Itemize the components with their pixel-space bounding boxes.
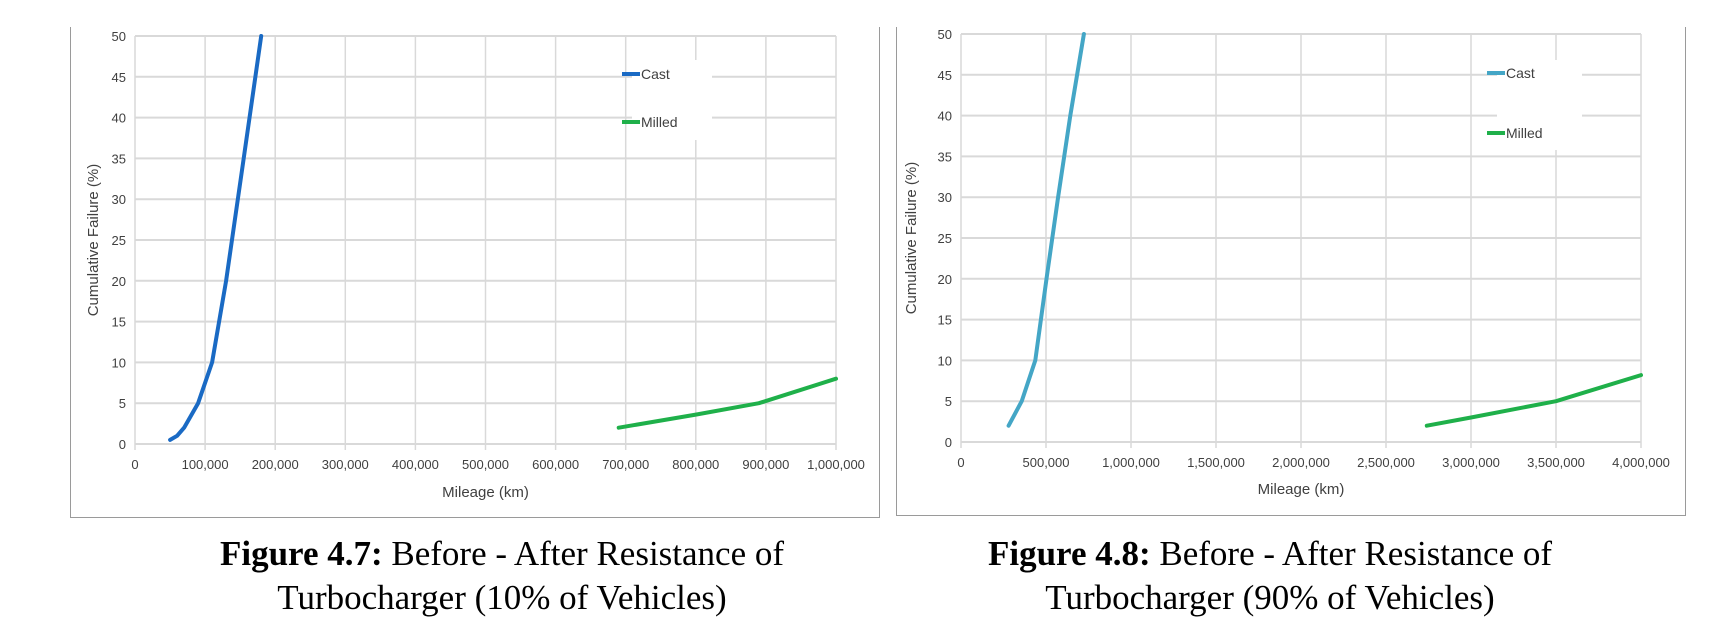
caption-label: Figure 4.7: xyxy=(219,534,383,573)
y-tick-label: 35 xyxy=(938,149,952,164)
x-tick-label: 2,000,000 xyxy=(1272,455,1330,470)
x-tick-label: 700,000 xyxy=(602,457,649,472)
x-tick-label: 1,000,000 xyxy=(807,457,865,472)
x-tick-label: 500,000 xyxy=(462,457,509,472)
caption-figure-4-8: Figure 4.8: Before - After Resistance of… xyxy=(988,532,1552,620)
y-tick-label: 25 xyxy=(112,233,126,248)
y-tick-label: 10 xyxy=(112,355,126,370)
y-tick-label: 30 xyxy=(112,192,126,207)
y-tick-label: 50 xyxy=(112,29,126,44)
x-tick-label: 600,000 xyxy=(532,457,579,472)
y-tick-label: 50 xyxy=(938,27,952,42)
legend-background xyxy=(632,60,712,140)
y-axis-label: Cumulative Failure (%) xyxy=(903,162,920,315)
y-tick-label: 20 xyxy=(112,274,126,289)
legend-label-cast: Cast xyxy=(641,66,670,82)
x-tick-label: 800,000 xyxy=(672,457,719,472)
caption-label: Figure 4.8: xyxy=(987,534,1151,573)
x-tick-label: 500,000 xyxy=(1023,455,1070,470)
x-tick-label: 1,000,000 xyxy=(1102,455,1160,470)
legend-label-milled: Milled xyxy=(1506,125,1543,141)
y-tick-label: 5 xyxy=(119,396,126,411)
series-line-milled xyxy=(616,376,838,430)
x-tick-label: 0 xyxy=(131,457,138,472)
x-tick-label: 0 xyxy=(957,455,964,470)
x-tick-label: 300,000 xyxy=(322,457,369,472)
caption-line2: Turbocharger (10% of Vehicles) xyxy=(277,578,727,617)
x-tick-label: 1,500,000 xyxy=(1187,455,1245,470)
y-tick-label: 15 xyxy=(938,313,952,328)
legend-label-cast: Cast xyxy=(1506,65,1535,81)
caption-line2: Turbocharger (90% of Vehicles) xyxy=(1045,578,1495,617)
y-tick-label: 5 xyxy=(945,394,952,409)
y-tick-label: 30 xyxy=(938,190,952,205)
x-tick-label: 900,000 xyxy=(742,457,789,472)
caption-figure-4-7: Figure 4.7: Before - After Resistance of… xyxy=(220,532,784,620)
y-tick-label: 25 xyxy=(938,231,952,246)
legend-label-milled: Milled xyxy=(641,114,678,130)
series-line-cast xyxy=(168,34,264,442)
y-tick-label: 10 xyxy=(938,353,952,368)
y-tick-label: 45 xyxy=(112,70,126,85)
x-tick-label: 2,500,000 xyxy=(1357,455,1415,470)
x-axis-label: Mileage (km) xyxy=(1258,481,1345,498)
x-tick-label: 100,000 xyxy=(182,457,229,472)
caption-line1: Before - After Resistance of xyxy=(382,534,785,573)
y-axis-label: Cumulative Failure (%) xyxy=(85,164,102,317)
y-tick-label: 40 xyxy=(938,109,952,124)
y-tick-label: 40 xyxy=(112,111,126,126)
y-tick-label: 45 xyxy=(938,68,952,83)
x-tick-label: 200,000 xyxy=(252,457,299,472)
y-tick-label: 0 xyxy=(119,437,126,452)
caption-line1: Before - After Resistance of xyxy=(1150,534,1553,573)
x-tick-label: 4,000,000 xyxy=(1612,455,1670,470)
y-tick-label: 35 xyxy=(112,151,126,166)
series-line-cast xyxy=(1006,32,1086,428)
x-tick-label: 400,000 xyxy=(392,457,439,472)
x-tick-label: 3,000,000 xyxy=(1442,455,1500,470)
legend-background xyxy=(1497,60,1582,150)
series-line-milled xyxy=(1424,373,1643,428)
y-tick-label: 15 xyxy=(112,315,126,330)
y-tick-label: 20 xyxy=(938,272,952,287)
x-axis-label: Mileage (km) xyxy=(442,484,529,501)
y-tick-label: 0 xyxy=(945,435,952,450)
x-tick-label: 3,500,000 xyxy=(1527,455,1585,470)
